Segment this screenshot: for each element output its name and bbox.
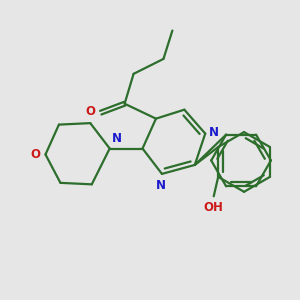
Text: O: O <box>85 105 95 118</box>
Text: N: N <box>155 179 166 192</box>
Text: OH: OH <box>204 201 224 214</box>
Text: N: N <box>112 132 122 145</box>
Text: N: N <box>209 126 219 139</box>
Text: O: O <box>30 148 40 161</box>
